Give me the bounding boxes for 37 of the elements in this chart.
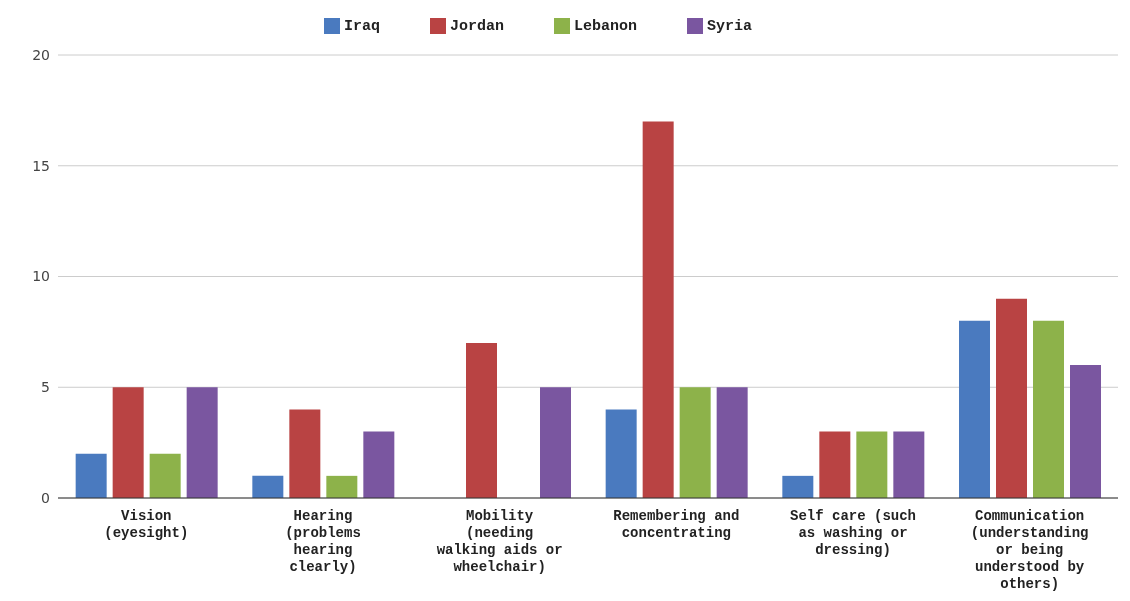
bar bbox=[716, 387, 748, 498]
bar bbox=[605, 409, 637, 498]
bar bbox=[75, 453, 107, 498]
bar bbox=[959, 320, 990, 498]
legend-label: Lebanon bbox=[574, 18, 638, 35]
legend-label: Jordan bbox=[449, 18, 504, 35]
bar bbox=[186, 387, 218, 498]
y-tick-label: 15 bbox=[32, 157, 50, 174]
bar bbox=[540, 387, 571, 498]
bar bbox=[856, 431, 888, 498]
bar bbox=[893, 431, 925, 498]
bar bbox=[679, 387, 711, 498]
x-tick-label: Hearing (problems hearing clearly) bbox=[285, 508, 361, 575]
bar bbox=[289, 409, 321, 498]
legend-label: Syria bbox=[707, 18, 753, 35]
bar bbox=[112, 387, 144, 498]
bar bbox=[642, 121, 674, 498]
bar bbox=[326, 475, 358, 498]
bar bbox=[149, 453, 181, 498]
legend-label: Iraq bbox=[343, 18, 380, 35]
y-tick-label: 10 bbox=[32, 268, 50, 285]
x-tick-label: Communication (understanding or being understood by others) bbox=[970, 508, 1089, 592]
y-tick-label: 20 bbox=[32, 46, 50, 63]
bar bbox=[996, 298, 1027, 498]
bar bbox=[252, 475, 284, 498]
x-tick-label: Remembering and concentrating bbox=[613, 508, 740, 541]
bar bbox=[819, 431, 851, 498]
x-tick-label: Vision (eyesight) bbox=[104, 508, 189, 541]
bar bbox=[782, 475, 814, 498]
x-tick-label: Self care (such as washing or dressing) bbox=[789, 508, 917, 558]
bar bbox=[1070, 365, 1101, 498]
y-tick-label: 5 bbox=[41, 379, 50, 396]
y-tick-label: 0 bbox=[41, 489, 50, 506]
bar bbox=[363, 431, 395, 498]
x-tick-label: Mobility (needing walking aids or wheelchair) bbox=[436, 508, 563, 575]
bar bbox=[1033, 320, 1064, 498]
bar bbox=[466, 342, 497, 498]
